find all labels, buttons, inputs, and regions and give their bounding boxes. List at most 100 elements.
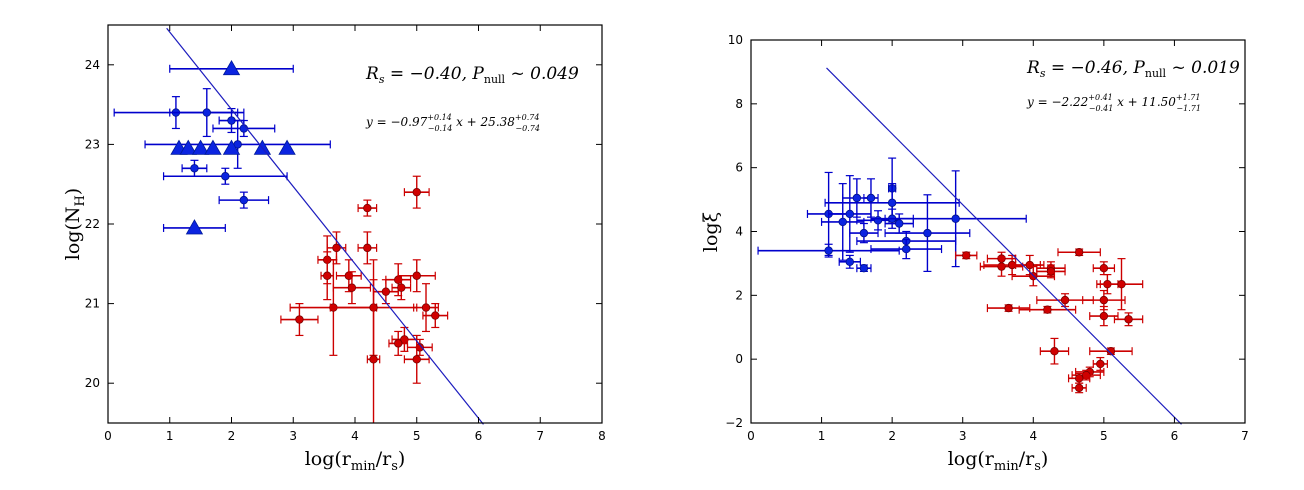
xi-x-tick-label: 0	[747, 429, 755, 443]
blue-data-point	[218, 107, 245, 134]
data-marker	[363, 243, 372, 253]
data-marker	[363, 203, 372, 213]
red-data-point	[357, 199, 378, 217]
nh-x-tick-label: 3	[289, 429, 297, 443]
nh-y-tick-label: 22	[85, 217, 100, 231]
nh-x-ticks: 0 1 2 3 4 5 6 7 8	[104, 25, 606, 443]
data-marker	[923, 228, 932, 238]
xi-y-tick-label: 2	[735, 288, 743, 302]
upper-limit-marker	[278, 139, 296, 155]
data-marker	[394, 339, 403, 348]
xi-x-tick-label: 6	[1171, 429, 1179, 443]
xi-y-tick-label: −2	[725, 416, 743, 430]
red-data-point	[1089, 346, 1133, 356]
data-marker	[1074, 248, 1084, 257]
red-data-point	[413, 283, 439, 333]
upper-limit-marker	[204, 139, 222, 155]
data-marker	[381, 287, 391, 296]
xi-x-tick-label: 4	[1029, 429, 1037, 443]
xi-x-axis-label: log(rmin/rs)	[948, 448, 1049, 474]
data-marker	[412, 187, 421, 197]
red-data-point	[1092, 261, 1116, 276]
xi-y-axis-label: logξ	[700, 212, 722, 252]
data-marker	[369, 355, 378, 364]
data-marker	[962, 251, 971, 260]
nh-stats-text: Rs = −0.40, Pnull ~ 0.049	[365, 64, 579, 86]
data-marker	[1096, 359, 1105, 369]
blue-data-point	[849, 222, 879, 244]
blue-limit-data-point	[162, 219, 226, 235]
data-marker	[866, 193, 876, 203]
nh-fit-equation: y = −0.97+0.14 −0.14 x + 25.38+0.74 −0.74	[365, 113, 540, 133]
upper-limit-marker	[179, 139, 197, 155]
data-marker	[1050, 346, 1059, 356]
data-marker	[1099, 264, 1109, 273]
blue-limit-data-point	[169, 59, 294, 76]
data-marker	[887, 198, 897, 207]
data-marker	[347, 283, 357, 292]
data-marker	[323, 271, 332, 280]
red-data-point	[403, 175, 430, 209]
data-marker	[845, 209, 854, 219]
xi-panel: 0 1 2 3 4 5 6 7 −2 0 2 4 6 8 10 Rs = −0.46, Pnull ~ 0…	[700, 33, 1249, 474]
blue-data-point	[828, 175, 872, 253]
data-marker	[1124, 315, 1133, 324]
data-marker	[824, 246, 833, 255]
red-data-point	[1039, 337, 1070, 365]
blue-data-point	[162, 167, 288, 185]
data-marker	[1106, 346, 1116, 356]
xi-y-tick-label: 8	[735, 97, 743, 111]
nh-y-tick-label: 23	[85, 137, 100, 151]
blue-data-point	[757, 243, 900, 258]
red-data-point	[385, 263, 412, 297]
xi-x-tick-label: 3	[959, 429, 967, 443]
data-marker	[239, 195, 249, 205]
data-marker	[1004, 303, 1013, 313]
red-data-point	[403, 334, 430, 384]
nh-x-tick-label: 8	[598, 429, 606, 443]
data-marker	[1046, 267, 1056, 276]
red-data-point	[986, 303, 1031, 313]
data-marker	[1117, 279, 1126, 289]
nh-x-tick-label: 4	[351, 429, 359, 443]
red-data-point	[280, 303, 319, 337]
data-marker	[415, 343, 425, 352]
red-data-point	[1082, 289, 1126, 311]
xi-x-tick-label: 1	[818, 429, 826, 443]
blue-data-point	[863, 178, 879, 218]
red-data-point	[422, 303, 449, 329]
red-data-point	[357, 231, 378, 265]
data-marker	[1060, 295, 1070, 305]
nh-y-tick-label: 20	[85, 376, 100, 390]
red-data-point	[1089, 305, 1119, 327]
blue-limit-data-point	[204, 139, 222, 155]
nh-y-tick-label: 24	[85, 58, 100, 72]
blue-data-point	[884, 170, 1027, 268]
xi-x-tick-label: 7	[1241, 429, 1249, 443]
xi-y-tick-label: 0	[735, 352, 743, 366]
nh-y-tick-label: 21	[85, 297, 100, 311]
nh-x-tick-label: 2	[228, 429, 236, 443]
nh-plot-frame	[107, 24, 603, 424]
upper-limit-marker	[185, 219, 204, 235]
red-data-point	[1036, 264, 1066, 279]
data-marker	[1043, 305, 1052, 314]
xi-fit-line	[826, 67, 1182, 425]
nh-x-tick-label: 0	[104, 429, 112, 443]
xi-stats-text: Rs = −0.46, Pnull ~ 0.019	[1026, 58, 1240, 80]
blue-data-point	[856, 264, 872, 273]
red-data-point	[406, 338, 433, 356]
nh-y-ticks: 20 21 22 23 24	[85, 58, 602, 390]
xi-y-tick-label: 6	[735, 161, 743, 175]
xi-data-points	[757, 157, 1144, 394]
data-marker	[1007, 260, 1017, 270]
upper-limit-marker	[222, 59, 241, 76]
data-marker	[332, 243, 341, 253]
red-data-point	[979, 256, 1024, 277]
data-marker	[951, 214, 960, 223]
red-data-point	[955, 251, 978, 260]
data-marker	[845, 257, 854, 267]
blue-data-point	[218, 191, 270, 209]
xi-x-ticks: 0 1 2 3 4 5 6 7	[747, 40, 1249, 443]
